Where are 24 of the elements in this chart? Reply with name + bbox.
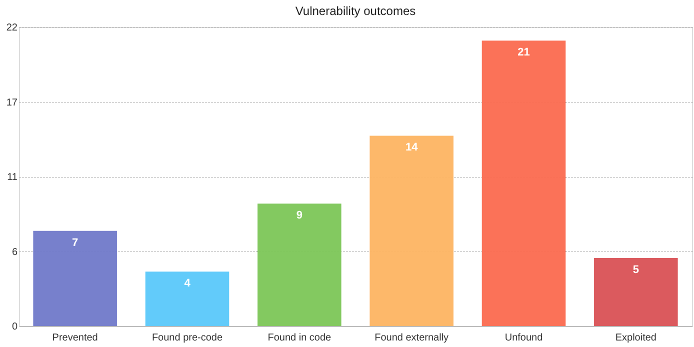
x-tick-label: Found in code	[268, 332, 332, 344]
bar	[594, 258, 678, 326]
bar	[258, 204, 342, 326]
chart-title: Vulnerability outcomes	[295, 4, 416, 18]
data-label: 9	[296, 210, 302, 222]
x-tick-label: Found externally	[374, 332, 449, 344]
x-tick-label: Found pre-code	[152, 332, 223, 344]
bar	[145, 272, 230, 326]
data-label: 7	[72, 236, 78, 249]
y-tick-label: 22	[6, 22, 18, 34]
bar	[482, 40, 566, 326]
data-label: 21	[518, 46, 530, 59]
data-label: 5	[632, 264, 639, 276]
x-tick-label: Unfound	[504, 332, 543, 344]
bar	[33, 230, 117, 326]
x-tick-label: Prevented	[52, 332, 98, 344]
data-label: 4	[184, 278, 192, 290]
bar	[370, 136, 454, 326]
y-tick-label: 0	[12, 322, 18, 332]
x-tick-label: Exploited	[615, 332, 656, 344]
y-tick-label: 6	[12, 246, 18, 258]
data-label: 14	[405, 142, 419, 154]
y-tick-label: 17	[6, 97, 18, 108]
y-tick-label: 11	[7, 172, 18, 183]
